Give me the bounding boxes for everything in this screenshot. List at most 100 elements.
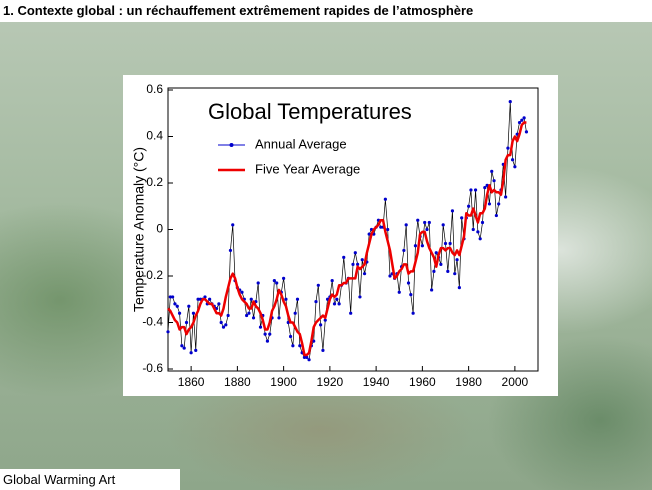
data-point xyxy=(335,297,339,301)
data-point xyxy=(351,262,355,266)
data-point xyxy=(397,290,401,294)
data-point xyxy=(487,202,492,206)
data-point xyxy=(480,220,485,225)
data-point xyxy=(298,344,302,348)
data-point xyxy=(379,225,383,229)
x-tick-label: 1900 xyxy=(270,375,297,389)
data-point xyxy=(173,302,177,306)
legend-label: Five Year Average xyxy=(255,161,360,176)
data-point xyxy=(263,332,267,336)
data-point xyxy=(455,258,459,262)
data-point xyxy=(473,188,478,192)
data-point xyxy=(427,220,431,225)
data-point xyxy=(490,169,494,173)
data-point xyxy=(228,248,233,253)
data-point xyxy=(171,295,175,299)
data-point xyxy=(356,262,360,266)
x-tick-label: 1880 xyxy=(224,375,251,389)
data-point xyxy=(323,318,327,322)
data-point xyxy=(353,251,357,255)
data-point xyxy=(295,297,300,301)
data-point xyxy=(425,227,429,232)
data-point xyxy=(187,304,191,308)
x-tick-label: 1920 xyxy=(317,375,344,389)
data-point xyxy=(332,302,337,306)
data-point xyxy=(494,213,498,218)
data-point xyxy=(439,262,443,266)
y-axis-label: Temperature Anomaly (°C) xyxy=(131,147,147,312)
plot-title: Global Temperatures xyxy=(208,99,412,124)
data-point xyxy=(411,311,415,315)
series-line xyxy=(167,121,527,357)
data-point xyxy=(453,272,457,276)
data-point xyxy=(196,297,200,301)
data-point xyxy=(478,237,482,241)
data-point xyxy=(342,255,346,259)
y-tick-label: -0.4 xyxy=(142,315,163,329)
data-point xyxy=(517,120,522,125)
data-point xyxy=(302,355,307,359)
data-point xyxy=(307,358,311,362)
data-point xyxy=(416,218,420,222)
data-point xyxy=(231,223,235,227)
data-point xyxy=(434,251,438,255)
data-point xyxy=(224,323,228,327)
data-point xyxy=(321,348,325,352)
data-point xyxy=(258,325,263,329)
data-point xyxy=(469,188,473,192)
data-point xyxy=(245,313,249,318)
data-point xyxy=(314,299,318,304)
data-point xyxy=(476,230,480,234)
data-point xyxy=(358,295,362,299)
data-point xyxy=(362,272,367,276)
data-point xyxy=(282,276,286,280)
x-tick-label: 1940 xyxy=(363,375,390,389)
data-point xyxy=(168,295,172,299)
data-point xyxy=(360,258,364,262)
data-point xyxy=(386,227,390,232)
data-point xyxy=(522,116,526,120)
data-point xyxy=(221,325,226,329)
data-point xyxy=(226,313,230,318)
slide-title: 1. Contexte global : un réchauffement ex… xyxy=(0,0,652,22)
data-point xyxy=(330,279,334,283)
data-point xyxy=(219,320,223,325)
data-point xyxy=(191,311,196,315)
data-point xyxy=(504,195,508,199)
data-point xyxy=(275,281,279,285)
y-tick-label: 0.4 xyxy=(146,129,163,143)
legend-marker xyxy=(229,143,234,147)
data-point xyxy=(337,302,341,306)
data-point xyxy=(423,220,427,225)
y-tick-label: 0.2 xyxy=(146,175,163,189)
data-point xyxy=(497,202,501,206)
x-tick-label: 1980 xyxy=(455,375,482,389)
data-point xyxy=(277,316,281,320)
x-tick-label: 2000 xyxy=(502,375,529,389)
data-point xyxy=(510,158,515,162)
data-point xyxy=(189,351,193,355)
data-point xyxy=(524,130,529,134)
data-point xyxy=(305,355,309,359)
data-point xyxy=(180,344,184,348)
data-point xyxy=(256,281,260,285)
data-point xyxy=(177,311,182,315)
data-point xyxy=(520,118,524,122)
data-point xyxy=(319,323,323,327)
data-point xyxy=(443,241,448,246)
data-point xyxy=(457,286,461,290)
data-point xyxy=(450,209,455,213)
data-point xyxy=(272,279,276,283)
data-point xyxy=(288,334,293,339)
data-point xyxy=(208,297,212,301)
data-point xyxy=(448,241,452,246)
data-point xyxy=(467,204,471,208)
x-tick-label: 1860 xyxy=(178,375,205,389)
data-point xyxy=(483,186,487,190)
data-point xyxy=(184,320,189,325)
data-point xyxy=(316,283,320,287)
legend-label: Annual Average xyxy=(255,136,347,151)
data-point xyxy=(485,183,489,187)
data-point xyxy=(284,297,288,301)
data-point xyxy=(293,311,297,315)
